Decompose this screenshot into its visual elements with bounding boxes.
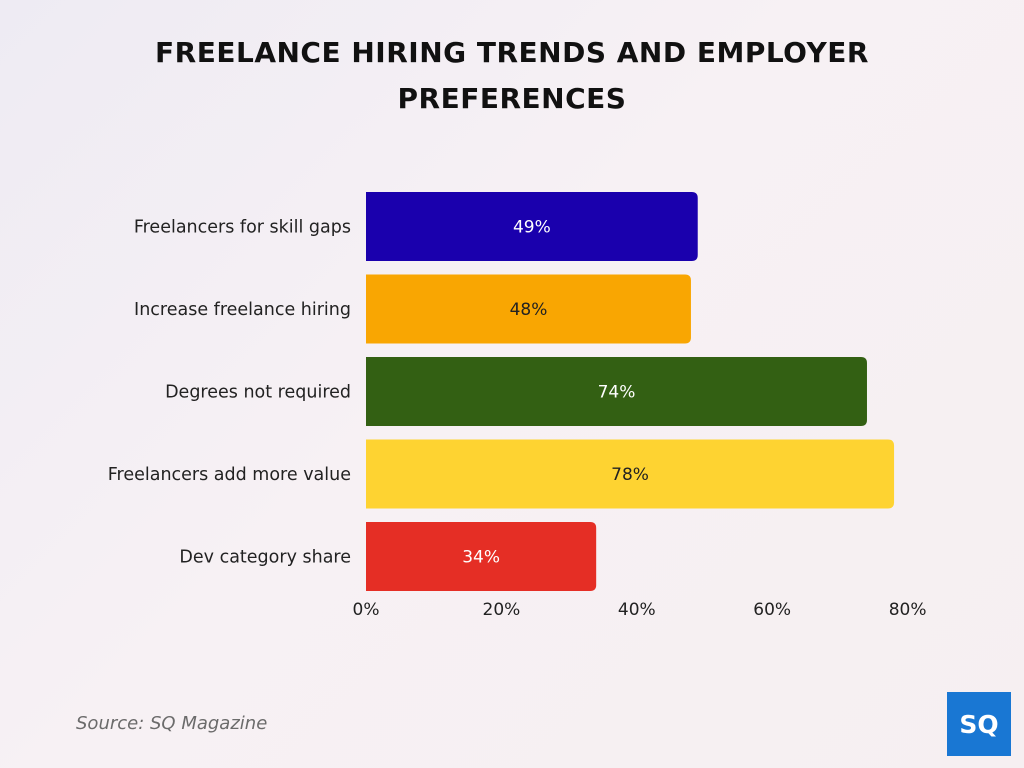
source-note: Source: SQ Magazine	[76, 713, 268, 734]
bar-value-label: 74%	[598, 383, 636, 403]
x-tick-label: 80%	[889, 600, 927, 620]
bar-4	[366, 439, 895, 509]
x-tick-label: 40%	[618, 600, 656, 620]
category-label: Increase freelance hiring	[134, 300, 351, 320]
x-tick-label: 20%	[483, 600, 521, 620]
x-tick-label: 60%	[753, 600, 791, 620]
x-tick-label: 0%	[353, 600, 380, 620]
category-label: Degrees not required	[165, 383, 351, 403]
category-label: Freelancers for skill gaps	[134, 218, 351, 238]
sq-logo: SQ	[947, 692, 1011, 756]
bar-value-label: 78%	[611, 465, 649, 485]
bar-3	[366, 357, 867, 426]
bar-1	[366, 192, 698, 261]
category-label: Freelancers add more value	[108, 465, 351, 485]
bar-value-label: 49%	[513, 218, 551, 238]
category-label: Dev category share	[179, 548, 351, 568]
bar-2	[366, 274, 691, 344]
bar-value-label: 34%	[462, 548, 500, 568]
bar-value-label: 48%	[510, 300, 548, 320]
chart-title: FREELANCE HIRING TRENDS AND EMPLOYER PRE…	[155, 36, 869, 115]
bar-5	[366, 522, 597, 591]
